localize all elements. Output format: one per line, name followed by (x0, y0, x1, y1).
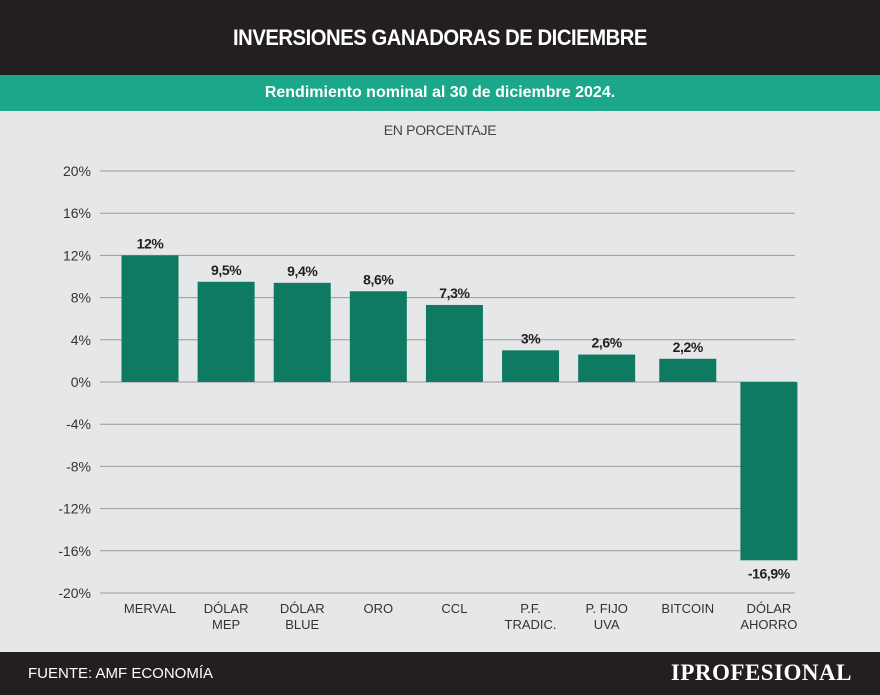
category-label: UVA (594, 617, 620, 632)
y-tick-label: 8% (71, 290, 91, 306)
y-tick-label: 20% (63, 163, 91, 179)
category-label: P. FIJO (585, 601, 627, 616)
category-label: AHORRO (740, 617, 797, 632)
bar-chart: 20% 16% 12% 8% 4% 0% -4% -8% -12% -16% -20% 12% 9,5… (58, 163, 798, 632)
bar (578, 354, 636, 382)
bar (740, 382, 798, 561)
category-label: MEP (212, 617, 240, 632)
bar (659, 358, 717, 382)
y-tick-label: -20% (58, 585, 91, 601)
value-label: 2,6% (592, 335, 623, 351)
y-tick-label: -16% (58, 543, 91, 559)
category-label: TRADIC. (505, 617, 557, 632)
value-label: 7,3% (439, 285, 470, 301)
category-label: DÓLAR (746, 601, 791, 616)
value-label: 2,2% (673, 339, 704, 355)
value-label: 12% (137, 235, 165, 251)
value-label: 9,5% (211, 262, 242, 278)
y-tick-label: -12% (58, 501, 91, 517)
unit-label: EN PORCENTAJE (383, 122, 497, 138)
y-tick-label: 0% (71, 374, 91, 390)
y-tick-label: -8% (66, 458, 91, 474)
bar (121, 255, 179, 382)
category-label: DÓLAR (280, 601, 325, 616)
category-label: MERVAL (124, 601, 176, 616)
y-tick-label: 12% (63, 247, 91, 263)
y-tick-label: 4% (71, 332, 91, 348)
bar (502, 350, 560, 382)
category-label: BLUE (285, 617, 319, 632)
brand-logo: IPROFESIONAL (670, 660, 852, 685)
category-label: CCL (441, 601, 467, 616)
bar (349, 291, 407, 382)
category-label: BITCOIN (661, 601, 714, 616)
bar (273, 282, 331, 382)
value-label: 3% (521, 330, 541, 346)
bar (425, 304, 483, 382)
bars (121, 255, 798, 561)
source-note: FUENTE: AMF ECONOMÍA (28, 665, 214, 682)
y-tick-label: 16% (63, 205, 91, 221)
category-label: DÓLAR (204, 601, 249, 616)
value-labels: 12% 9,5% 9,4% 8,6% 7,3% 3% 2,6% 2,2% -16,9% (137, 235, 792, 581)
category-label: ORO (364, 601, 394, 616)
subtitle-bar: Rendimiento nominal al 30 de diciembre 2… (0, 75, 880, 111)
value-label: 8,6% (363, 271, 394, 287)
bar (197, 281, 255, 382)
y-axis-ticks: 20% 16% 12% 8% 4% 0% -4% -8% -12% -16% -20% (58, 163, 91, 601)
value-label: -16,9% (748, 565, 791, 581)
category-label: P.F. (520, 601, 541, 616)
chart-title: INVERSIONES GANADORAS DE DICIEMBRE (233, 24, 647, 50)
chart-subtitle: Rendimiento nominal al 30 de diciembre 2… (264, 84, 616, 101)
header-bar: INVERSIONES GANADORAS DE DICIEMBRE (0, 0, 880, 75)
footer-bar: FUENTE: AMF ECONOMÍA IPROFESIONAL (0, 652, 880, 695)
value-label: 9,4% (287, 263, 318, 279)
y-tick-label: -4% (66, 416, 91, 432)
